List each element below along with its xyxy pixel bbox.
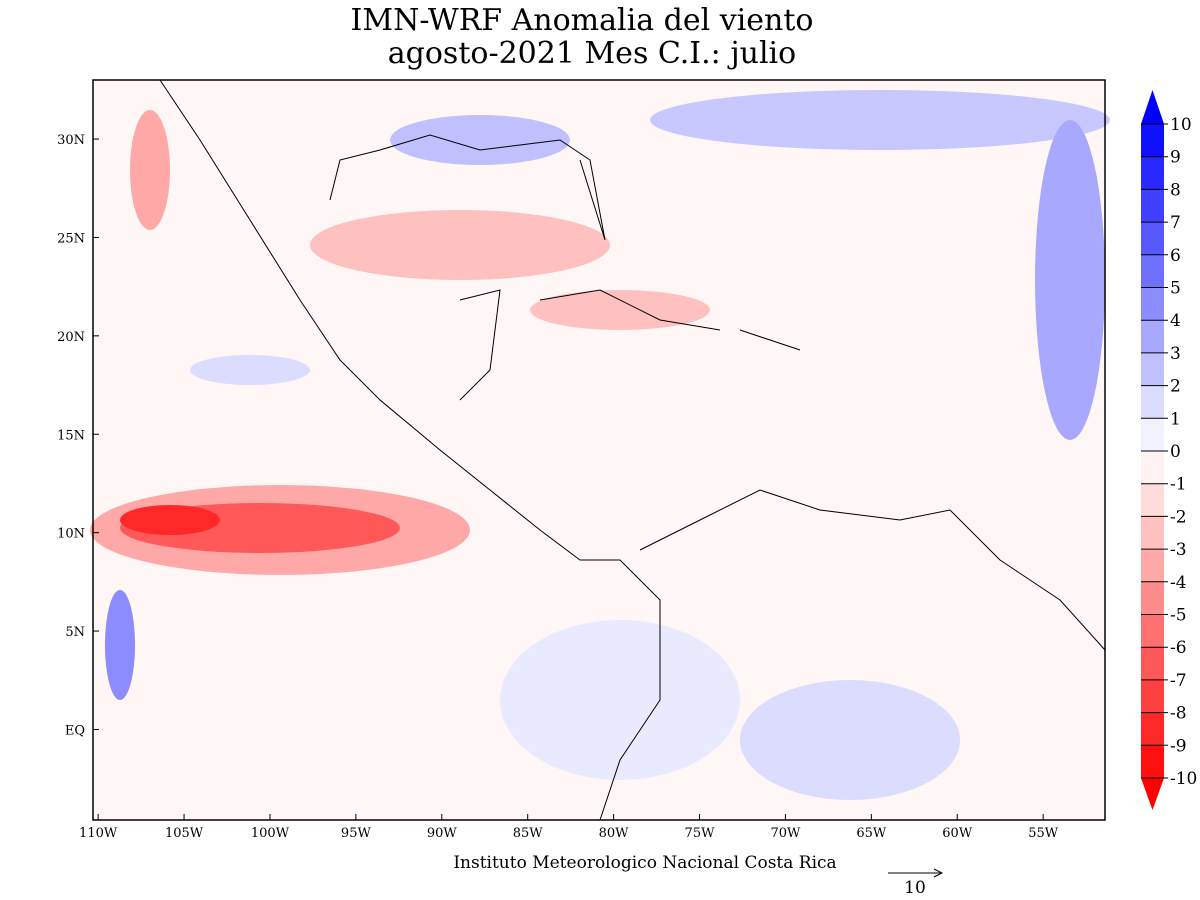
colorbar-over xyxy=(1141,90,1164,124)
reference-label: 10 xyxy=(904,878,926,898)
colorbar-segment xyxy=(1141,679,1164,713)
x-tick-label: 110W xyxy=(79,826,118,841)
colorbar-segment xyxy=(1141,483,1164,517)
colorbar-segment xyxy=(1141,222,1164,255)
colorbar-label: -9 xyxy=(1170,736,1187,756)
colorbar-segment xyxy=(1141,745,1164,778)
colorbar-segment xyxy=(1141,189,1164,223)
colorbar-segment xyxy=(1141,549,1164,582)
x-tick-label: 95W xyxy=(341,826,372,841)
colorbar-segment xyxy=(1141,516,1164,550)
colorbar-segment xyxy=(1141,287,1164,321)
colorbar-segment xyxy=(1141,254,1164,288)
x-tick-label: 105W xyxy=(165,826,204,841)
footer: Instituto Meteorologico Nacional Costa R… xyxy=(453,853,836,873)
colorbar-label: 8 xyxy=(1170,180,1181,200)
reference-arrow-head xyxy=(933,868,944,878)
anomaly-blob xyxy=(740,680,960,800)
anomaly-blob xyxy=(120,505,220,535)
anomaly-blob xyxy=(1035,120,1105,440)
x-tick-label: 90W xyxy=(427,826,458,841)
colorbar-segment xyxy=(1141,647,1164,680)
colorbar-label: 1 xyxy=(1170,409,1181,429)
colorbar-label: 3 xyxy=(1170,344,1181,364)
colorbar-segment xyxy=(1141,581,1164,615)
colorbar-segment xyxy=(1141,614,1164,648)
x-tick-label: 60W xyxy=(942,826,973,841)
x-tick-label: 65W xyxy=(856,826,887,841)
y-tick-label: 5N xyxy=(65,625,85,640)
map-frame xyxy=(92,79,1106,821)
anomaly-blob xyxy=(190,355,310,385)
colorbar-label: -8 xyxy=(1170,704,1187,724)
colorbar-segment xyxy=(1141,352,1164,386)
colorbar-label: 2 xyxy=(1170,377,1181,397)
colorbar-segment xyxy=(1141,320,1164,353)
anomaly-blob xyxy=(310,210,610,280)
anomaly-blob xyxy=(650,90,1110,150)
colorbar-label: -4 xyxy=(1170,573,1187,593)
title: IMN-WRF Anomalia del viento xyxy=(351,3,814,38)
colorbar-label: -2 xyxy=(1170,507,1187,527)
anomaly-blob xyxy=(105,590,135,700)
x-tick-label: 85W xyxy=(513,826,544,841)
colorbar-label: 7 xyxy=(1170,213,1181,233)
y-tick-label: 25N xyxy=(57,231,85,246)
colorbar-label: 9 xyxy=(1170,148,1181,168)
coastline xyxy=(159,79,1106,821)
colorbar-segment xyxy=(1141,451,1164,484)
colorbar-label: -6 xyxy=(1170,638,1187,658)
y-tick-label: 30N xyxy=(57,133,85,148)
colorbar-segment xyxy=(1141,385,1164,419)
anomaly-blob xyxy=(530,290,710,330)
anomaly-blob xyxy=(500,620,740,780)
y-tick-label: 10N xyxy=(57,527,85,542)
colorbar-label: 6 xyxy=(1170,246,1181,266)
colorbar-label: -7 xyxy=(1170,671,1187,691)
colorbar-segment xyxy=(1141,418,1164,451)
map-area xyxy=(90,79,1110,821)
colorbar-label: -5 xyxy=(1170,606,1187,626)
colorbar-label: 0 xyxy=(1170,442,1181,462)
x-tick-label: 80W xyxy=(599,826,630,841)
y-tick-label: EQ xyxy=(65,723,85,738)
x-tick-label: 75W xyxy=(685,826,716,841)
colorbar-label: -10 xyxy=(1170,769,1197,789)
x-tick-label: 100W xyxy=(251,826,290,841)
x-tick-label: 55W xyxy=(1028,826,1059,841)
colorbar-label: 5 xyxy=(1170,279,1181,299)
colorbar-label: 4 xyxy=(1170,311,1181,331)
subtitle: agosto-2021 Mes C.I.: julio xyxy=(388,36,796,71)
colorbar-label: -1 xyxy=(1170,475,1187,495)
y-tick-label: 15N xyxy=(57,428,85,443)
colorbar-label: -3 xyxy=(1170,540,1187,560)
x-tick-label: 70W xyxy=(770,826,801,841)
anomaly-blob xyxy=(130,110,170,230)
colorbar-segment xyxy=(1141,712,1164,746)
y-tick-label: 20N xyxy=(57,330,85,345)
colorbar-segment xyxy=(1141,156,1164,190)
anomaly-blob xyxy=(390,115,570,165)
colorbar-segment xyxy=(1141,124,1164,157)
colorbar-label: 10 xyxy=(1170,115,1192,135)
colorbar-under xyxy=(1141,778,1164,810)
